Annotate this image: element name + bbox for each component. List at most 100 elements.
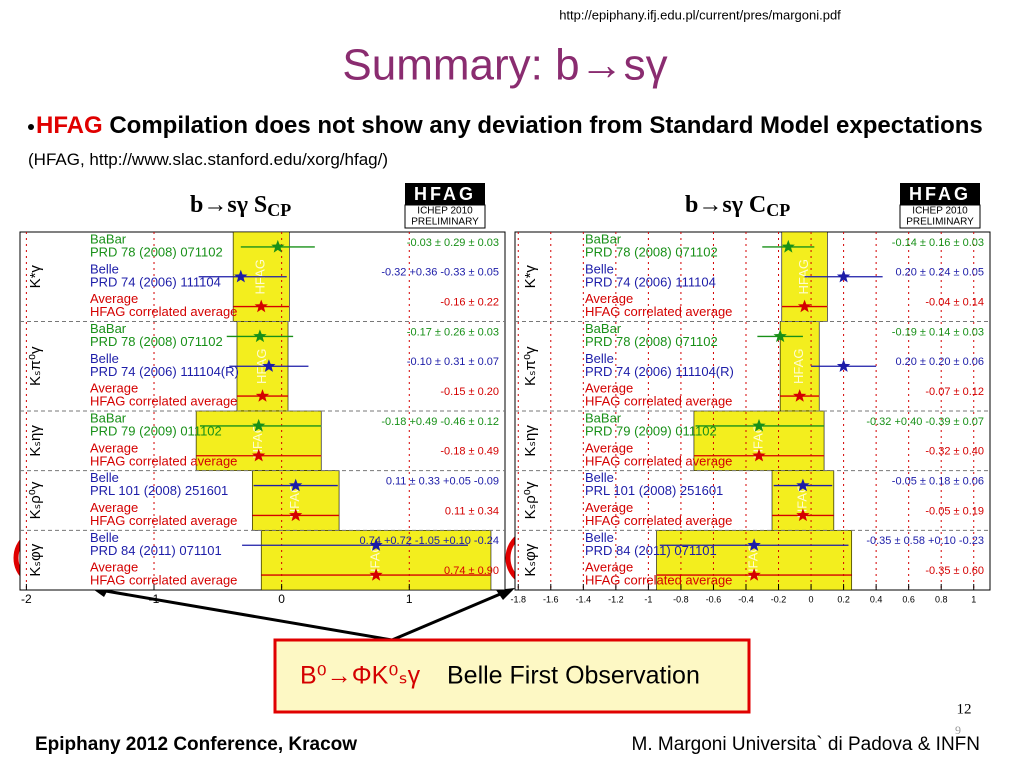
reference: (HFAG, http://www.slac.stanford.edu/xorg…: [28, 150, 388, 169]
band-label: HFAG: [250, 423, 265, 458]
x-tick-label: -1: [644, 594, 652, 604]
reference: PRD 74 (2006) 111104(R): [90, 364, 239, 379]
value-label: -0.32 +0.40 -0.39 ± 0.07: [866, 416, 984, 428]
x-tick-label: 0: [278, 592, 285, 606]
value-label: -0.05 ± 0.19: [925, 505, 984, 517]
experiment-name: Average: [585, 440, 633, 455]
x-tick-label: 1: [971, 594, 976, 604]
reference: PRD 74 (2006) 111104: [585, 274, 716, 289]
panel-title-main: b→sγ S: [190, 192, 267, 218]
badge-sub-box: [899, 204, 981, 229]
experiment-name: Belle: [90, 351, 119, 366]
experiment-name: Average: [90, 381, 138, 396]
reference: HFAG correlated average: [585, 394, 732, 409]
x-tick-label: -1.4: [576, 594, 592, 604]
measurement-star: [252, 418, 266, 432]
measurement-star: [289, 508, 303, 522]
value-label: -0.05 ± 0.18 ± 0.06: [892, 475, 984, 487]
value-label: 0.74 +0.72 -1.05 +0.10 -0.24: [360, 535, 499, 547]
value-label: -0.17 ± 0.26 ± 0.03: [407, 326, 499, 338]
experiment-name: Belle: [90, 470, 119, 485]
mode-label: K*γ: [522, 265, 539, 289]
measurement-star: [262, 359, 276, 372]
band-label: HFAG: [794, 483, 809, 518]
value-label: 0.20 ± 0.24 ± 0.05: [895, 267, 984, 279]
measurement-star: [797, 299, 812, 313]
reference: PRD 74 (2006) 111104(R): [585, 364, 734, 379]
reference: HFAG correlated average: [90, 394, 237, 409]
value-label: 0.20 ± 0.20 ± 0.06: [895, 356, 984, 368]
measurement-star: [271, 239, 285, 253]
reference: HFAG correlated average: [90, 304, 237, 319]
badge-line: ICHEP 2010: [912, 206, 968, 217]
measurement-star: [836, 359, 851, 372]
x-tick-label: -1.2: [608, 594, 624, 604]
experiment-name: Average: [585, 500, 633, 515]
measurement-star: [773, 329, 787, 343]
arrowhead: [496, 588, 515, 600]
reference: HFAG correlated average: [585, 304, 732, 319]
experiment-name: BaBar: [90, 231, 127, 246]
mode-label: Kₛφγ: [27, 543, 44, 576]
measurement-star: [369, 568, 383, 581]
experiment-name: Belle: [585, 530, 614, 545]
measurement-star: [747, 538, 761, 551]
reference: PRL 101 (2008) 251601: [90, 483, 228, 498]
measurement-star: [369, 538, 383, 551]
experiment-name: BaBar: [90, 321, 127, 336]
panel-title-main: b→sγ C: [685, 192, 766, 218]
experiment-name: BaBar: [585, 231, 622, 246]
measurement-star: [752, 448, 766, 462]
reference: PRD 84 (2011) 071101: [585, 543, 717, 558]
reference: HFAG correlated average: [585, 513, 732, 528]
highlight: HFAG: [36, 112, 103, 139]
measurement-star: [234, 269, 248, 283]
experiment-name: Average: [90, 500, 138, 515]
slide-title: Summary: b→sγ: [342, 41, 667, 90]
measurement-star: [796, 478, 810, 492]
band-label: HFAG: [791, 349, 806, 384]
x-tick-label: 0.4: [870, 594, 883, 604]
badge-line: ICHEP 2010: [417, 206, 473, 217]
band-label: HFAG: [746, 542, 761, 577]
value-label: -0.32 +0.36 -0.33 ± 0.05: [381, 267, 499, 279]
measurement-star: [781, 239, 795, 253]
x-tick-label: 0.2: [837, 594, 850, 604]
value-label: 0.11 ± 0.34: [445, 505, 499, 517]
experiment-name: Belle: [90, 530, 119, 545]
x-tick-label: -0.4: [738, 594, 754, 604]
badge-title: HFAG: [414, 184, 476, 204]
x-tick-label: -0.2: [771, 594, 787, 604]
reference: HFAG correlated average: [90, 513, 237, 528]
badge-title: HFAG: [909, 184, 971, 204]
x-tick-label: 0.6: [902, 594, 915, 604]
callout-formula: B⁰→ΦK⁰ₛγ: [300, 662, 421, 690]
experiment-name: BaBar: [585, 410, 622, 425]
mode-label: K*γ: [27, 265, 44, 289]
bullet-dot: [28, 123, 34, 130]
band-label: HFAG: [796, 259, 811, 294]
x-tick-label: -0.6: [706, 594, 722, 604]
mode-label: Kₛηγ: [27, 425, 44, 457]
badge-line: PRELIMINARY: [906, 217, 974, 228]
x-tick-label: -2: [21, 592, 32, 606]
experiment-name: Belle: [585, 351, 614, 366]
x-tick-label: 0: [809, 594, 814, 604]
x-tick-label: -0.8: [673, 594, 689, 604]
x-tick-label: -1.8: [510, 594, 526, 604]
experiment-name: Average: [90, 440, 138, 455]
callout-text: Belle First Observation: [447, 662, 700, 690]
statement: Compilation does not show any deviation …: [102, 112, 983, 139]
source-url: http://epiphany.ifj.edu.pl/current/pres/…: [559, 7, 841, 22]
reference: PRD 78 (2008) 071102: [90, 334, 223, 349]
value-label: -0.35 ± 0.60: [925, 565, 984, 577]
mode-label: Kₛηγ: [522, 425, 539, 457]
measurement-star: [289, 478, 303, 492]
reference: PRD 79 (2009) 011102: [585, 423, 717, 438]
experiment-name: BaBar: [90, 410, 127, 425]
footer-left: Epiphany 2012 Conference, Kracow: [35, 734, 357, 755]
value-label: 0.11 ± 0.33 +0.05 -0.09: [386, 475, 499, 487]
badge-line: PRELIMINARY: [411, 217, 479, 228]
